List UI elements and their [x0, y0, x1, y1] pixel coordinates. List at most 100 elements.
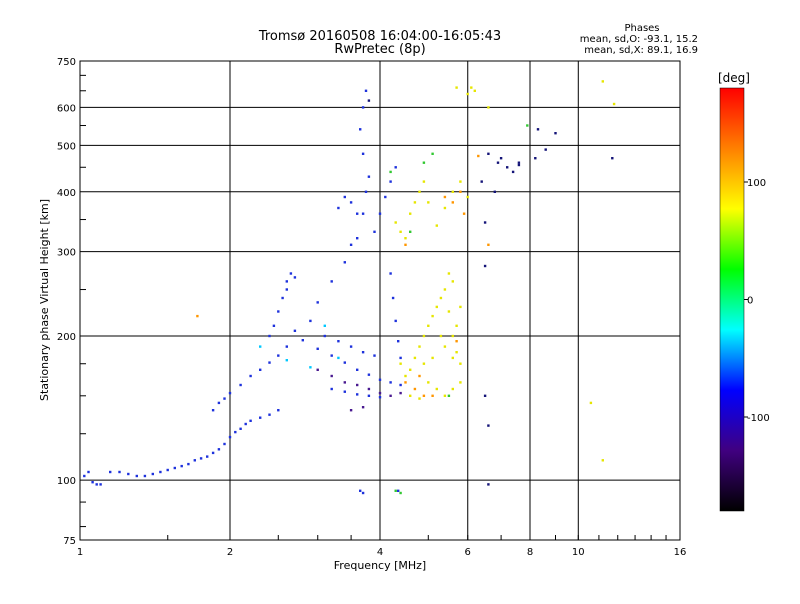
data-point — [356, 237, 359, 240]
colorbar-ticks: 100 0 -100 — [744, 178, 770, 424]
data-point — [323, 334, 326, 338]
chart-title: Tromsø 20160508 16:04:00-16:05:43 — [258, 29, 501, 44]
data-point — [159, 470, 162, 474]
data-point — [443, 206, 447, 210]
data-point — [309, 319, 312, 323]
data-point — [443, 345, 447, 348]
data-point — [427, 381, 430, 384]
data-point — [223, 397, 226, 400]
data-point — [409, 230, 412, 233]
y-tick-label: 300 — [57, 248, 76, 259]
data-point — [356, 383, 359, 387]
data-point — [431, 314, 434, 318]
legend-line-x: mean, sd,X: 89.1, 16.9 — [584, 45, 698, 56]
data-point — [211, 409, 215, 412]
data-point — [228, 435, 232, 439]
data-point — [173, 466, 176, 470]
data-point — [435, 305, 438, 309]
data-point — [378, 378, 382, 381]
colorbar-tick-label: 100 — [747, 178, 766, 189]
data-point — [285, 288, 288, 291]
data-point — [285, 359, 288, 362]
data-point — [277, 354, 280, 357]
data-point — [301, 339, 304, 342]
data-point — [399, 491, 402, 495]
data-point — [451, 334, 454, 338]
data-point — [359, 489, 362, 492]
data-point — [343, 361, 346, 364]
y-tick-label: 500 — [57, 141, 76, 152]
data-point — [447, 310, 451, 313]
data-point — [435, 224, 438, 227]
data-point — [451, 280, 454, 283]
data-point — [397, 340, 400, 343]
data-point — [364, 190, 368, 193]
data-point — [285, 280, 288, 283]
data-point — [223, 442, 226, 446]
data-point — [249, 374, 252, 378]
data-point — [389, 381, 392, 384]
data-point — [483, 221, 487, 224]
data-point — [611, 157, 614, 160]
colorbar-tick-label: -100 — [747, 413, 770, 424]
x-tick-label: 8 — [527, 547, 533, 558]
x-tick-label: 1 — [77, 547, 83, 558]
data-point — [135, 474, 138, 478]
data-point — [399, 356, 402, 360]
data-point — [439, 296, 443, 300]
data-point — [364, 89, 368, 92]
data-point — [378, 391, 382, 395]
data-point — [589, 401, 593, 405]
data-point — [451, 201, 454, 204]
data-point — [394, 489, 397, 492]
data-point — [483, 264, 487, 268]
data-point — [536, 128, 540, 131]
data-point — [487, 243, 490, 246]
data-point — [493, 190, 496, 193]
data-point — [447, 272, 451, 275]
data-point — [447, 394, 451, 397]
data-point — [404, 374, 407, 378]
data-point — [455, 340, 458, 343]
data-point — [316, 347, 319, 350]
data-point — [234, 430, 237, 434]
data-point — [511, 170, 515, 174]
data-point — [259, 345, 262, 348]
colorbar: [deg] 100 0 -100 — [718, 71, 770, 512]
data-point — [466, 92, 469, 96]
data-point — [399, 383, 402, 387]
data-point — [451, 387, 454, 391]
data-point — [451, 356, 454, 360]
data-point — [285, 345, 288, 348]
data-point — [443, 195, 447, 199]
colorbar-gradient — [719, 87, 745, 512]
y-tick-label: 750 — [57, 57, 76, 68]
data-point — [118, 470, 121, 474]
data-point — [337, 206, 340, 210]
data-point — [356, 212, 359, 215]
data-point — [356, 368, 359, 371]
data-point — [439, 334, 443, 338]
data-point — [361, 491, 365, 495]
data-point — [455, 324, 458, 327]
data-point — [228, 391, 232, 395]
data-point — [413, 201, 417, 204]
data-point — [526, 124, 529, 127]
data-point — [272, 324, 276, 327]
data-point — [361, 106, 365, 109]
data-point — [480, 180, 483, 183]
data-point — [459, 190, 462, 193]
data-point — [95, 483, 98, 486]
data-point — [397, 489, 400, 492]
data-point — [418, 374, 421, 378]
data-point — [361, 212, 365, 215]
x-tick-label: 4 — [377, 547, 383, 558]
data-point — [483, 394, 487, 397]
data-point — [459, 180, 462, 183]
data-point — [435, 387, 438, 391]
data-point — [343, 195, 346, 199]
data-point — [330, 387, 333, 391]
data-point — [517, 163, 521, 167]
data-point — [487, 106, 490, 109]
